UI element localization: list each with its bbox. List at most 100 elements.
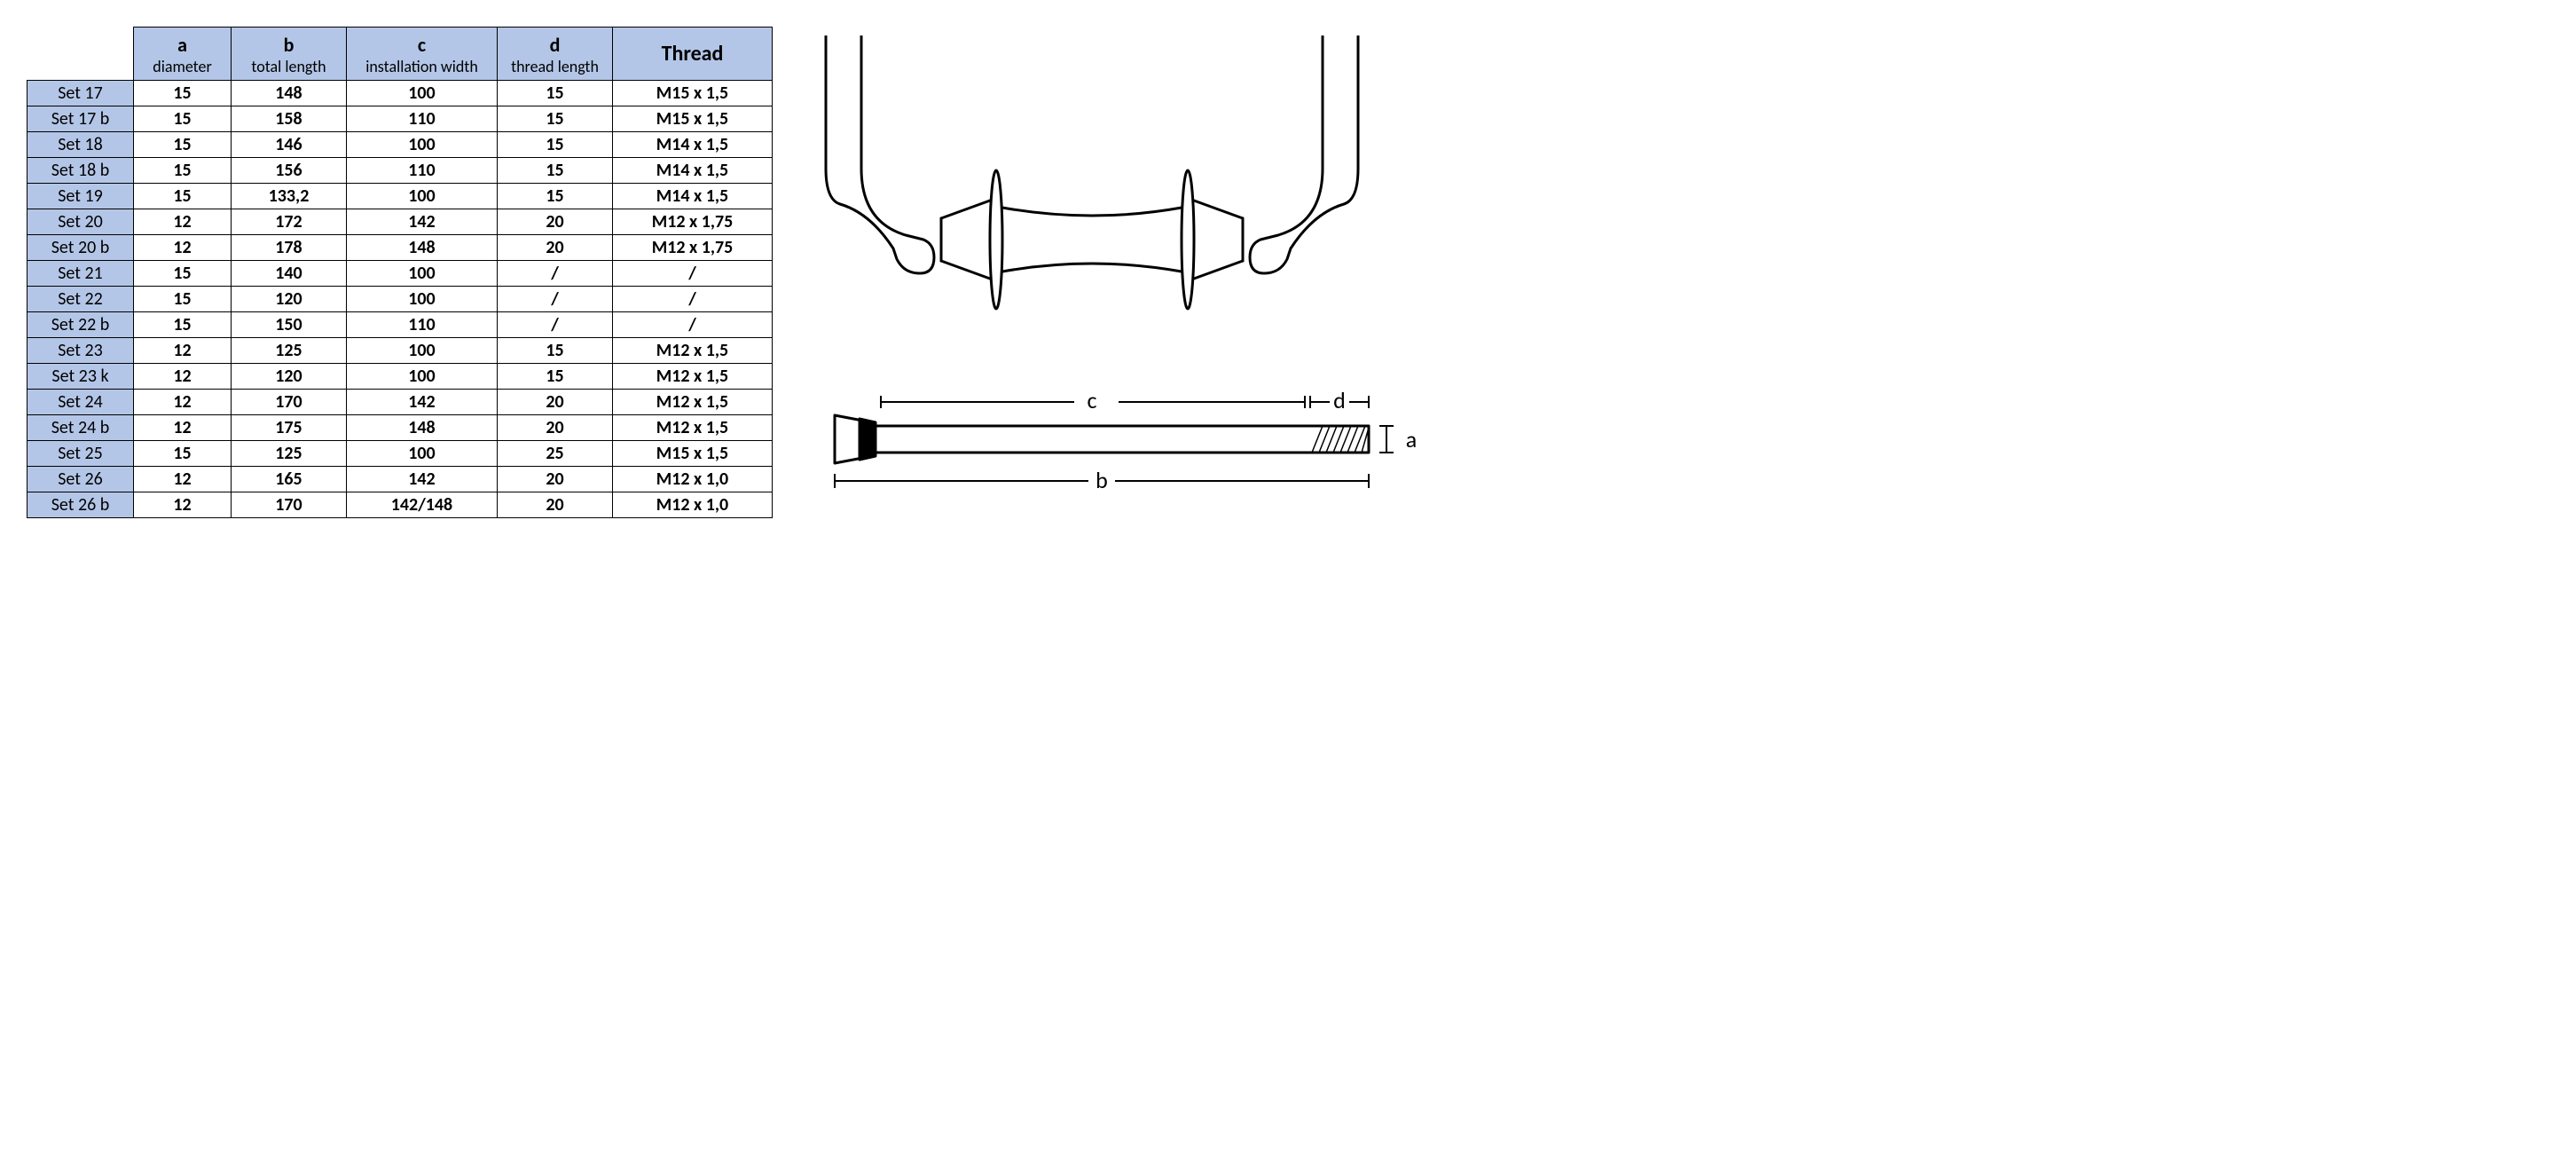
- cell-thread: M15 x 1,5: [613, 106, 773, 132]
- cell-a: 15: [134, 184, 232, 209]
- cell-b: 172: [232, 209, 347, 235]
- dim-label-a: a: [1406, 425, 1417, 453]
- row-header: Set 26: [27, 467, 134, 492]
- cell-a: 12: [134, 364, 232, 390]
- cell-d: 25: [498, 441, 613, 467]
- hub-diagram: [808, 35, 1376, 337]
- cell-d: 20: [498, 467, 613, 492]
- spec-table-body: Set 171514810015M15 x 1,5Set 17 b1515811…: [27, 81, 773, 518]
- cell-a: 15: [134, 312, 232, 338]
- cell-d: 15: [498, 81, 613, 106]
- cell-a: 12: [134, 390, 232, 415]
- table-row: Set 18 b1515611015M14 x 1,5: [27, 158, 773, 184]
- cell-c: 110: [347, 312, 498, 338]
- cell-c: 100: [347, 287, 498, 312]
- cell-thread: M12 x 1,0: [613, 492, 773, 518]
- col-header-b: b: [232, 28, 347, 58]
- row-header: Set 18: [27, 132, 134, 158]
- row-header: Set 24: [27, 390, 134, 415]
- cell-thread: M15 x 1,5: [613, 441, 773, 467]
- cell-c: 148: [347, 415, 498, 441]
- table-row: Set 251512510025M15 x 1,5: [27, 441, 773, 467]
- dim-label-c: c: [1088, 386, 1097, 414]
- cell-c: 142: [347, 390, 498, 415]
- row-header: Set 24 b: [27, 415, 134, 441]
- row-header: Set 23 k: [27, 364, 134, 390]
- cell-b: 170: [232, 492, 347, 518]
- cell-c: 100: [347, 441, 498, 467]
- cell-a: 15: [134, 158, 232, 184]
- cell-a: 15: [134, 287, 232, 312]
- cell-c: 100: [347, 364, 498, 390]
- cell-c: 100: [347, 184, 498, 209]
- cell-b: 120: [232, 364, 347, 390]
- cell-thread: M15 x 1,5: [613, 81, 773, 106]
- table-row: Set 20 b1217814820M12 x 1,75: [27, 235, 773, 261]
- cell-c: 100: [347, 261, 498, 287]
- cell-d: 15: [498, 338, 613, 364]
- table-row: Set 2115140100//: [27, 261, 773, 287]
- col-sub-d: thread length: [498, 57, 613, 81]
- table-row: Set 241217014220M12 x 1,5: [27, 390, 773, 415]
- row-header: Set 23: [27, 338, 134, 364]
- cell-d: 20: [498, 235, 613, 261]
- cell-b: 178: [232, 235, 347, 261]
- cell-d: 20: [498, 415, 613, 441]
- cell-b: 125: [232, 338, 347, 364]
- cell-b: 165: [232, 467, 347, 492]
- cell-thread: M12 x 1,5: [613, 338, 773, 364]
- dim-label-d: d: [1333, 386, 1346, 414]
- cell-d: 15: [498, 364, 613, 390]
- table-row: Set 171514810015M15 x 1,5: [27, 81, 773, 106]
- cell-thread: /: [613, 312, 773, 338]
- cell-b: 120: [232, 287, 347, 312]
- cell-thread: M12 x 1,75: [613, 209, 773, 235]
- cell-d: 15: [498, 132, 613, 158]
- cell-d: /: [498, 287, 613, 312]
- cell-thread: M12 x 1,0: [613, 467, 773, 492]
- diagram-region: c d a b: [808, 27, 2549, 524]
- col-header-c: c: [347, 28, 498, 58]
- cell-c: 100: [347, 81, 498, 106]
- cell-d: 15: [498, 106, 613, 132]
- cell-thread: M12 x 1,5: [613, 390, 773, 415]
- cell-a: 12: [134, 467, 232, 492]
- cell-b: 148: [232, 81, 347, 106]
- col-header-a: a: [134, 28, 232, 58]
- spec-table: a b c d Thread diameter total length ins…: [27, 27, 773, 518]
- cell-d: 15: [498, 184, 613, 209]
- row-header: Set 26 b: [27, 492, 134, 518]
- cell-a: 15: [134, 441, 232, 467]
- col-header-thread: Thread: [613, 28, 773, 81]
- table-row: Set 261216514220M12 x 1,0: [27, 467, 773, 492]
- row-header: Set 22: [27, 287, 134, 312]
- cell-a: 12: [134, 235, 232, 261]
- cell-a: 12: [134, 415, 232, 441]
- col-sub-a: diameter: [134, 57, 232, 81]
- spec-table-head: a b c d Thread diameter total length ins…: [27, 28, 773, 81]
- table-row: Set 17 b1515811015M15 x 1,5: [27, 106, 773, 132]
- table-row: Set 22 b15150110//: [27, 312, 773, 338]
- cell-b: 156: [232, 158, 347, 184]
- cell-d: 20: [498, 209, 613, 235]
- cell-thread: M14 x 1,5: [613, 184, 773, 209]
- cell-a: 15: [134, 132, 232, 158]
- table-row: Set 231212510015M12 x 1,5: [27, 338, 773, 364]
- blank-corner: [27, 28, 134, 81]
- cell-d: 20: [498, 390, 613, 415]
- cell-thread: M12 x 1,75: [613, 235, 773, 261]
- table-row: Set 181514610015M14 x 1,5: [27, 132, 773, 158]
- cell-b: 125: [232, 441, 347, 467]
- col-sub-b: total length: [232, 57, 347, 81]
- cell-b: 170: [232, 390, 347, 415]
- cell-c: 142: [347, 467, 498, 492]
- table-row: Set 24 b1217514820M12 x 1,5: [27, 415, 773, 441]
- cell-c: 148: [347, 235, 498, 261]
- cell-c: 142: [347, 209, 498, 235]
- row-header: Set 19: [27, 184, 134, 209]
- table-row: Set 1915133,210015M14 x 1,5: [27, 184, 773, 209]
- cell-b: 150: [232, 312, 347, 338]
- cell-thread: M14 x 1,5: [613, 132, 773, 158]
- cell-c: 110: [347, 106, 498, 132]
- row-header: Set 17: [27, 81, 134, 106]
